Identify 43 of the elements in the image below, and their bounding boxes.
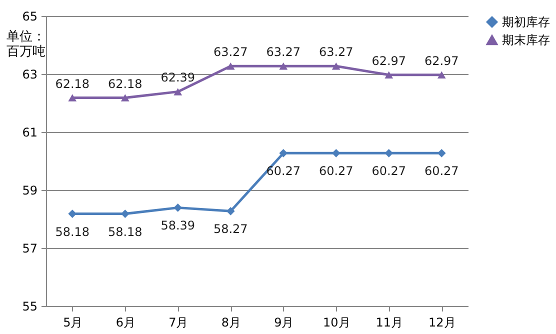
x-tick-label: 9月 [274,316,294,330]
x-tick-label: 7月 [168,316,188,330]
x-tick-label: 11月 [376,316,404,330]
legend-label: 期初库存 [502,15,550,29]
data-label: 63.27 [318,45,354,60]
point [279,62,288,70]
x-tick-label: 8月 [221,316,241,330]
data-label: 58.27 [213,222,248,236]
point [174,204,182,212]
point [68,94,77,102]
legend-label: 期末库存 [502,33,550,47]
y-axis-title: 单位：百万吨 [6,30,46,60]
data-label: 58.18 [55,224,90,239]
data-label: 62.39 [160,70,196,85]
data-label: 63.27 [213,45,248,60]
data-label: 60.27 [424,164,459,178]
point [226,62,235,70]
point [384,71,394,78]
y-tick-label: 57 [22,242,38,256]
data-label: 62.18 [55,76,90,91]
data-label: 63.27 [266,45,301,60]
point [437,71,446,78]
data-label: 60.27 [318,164,354,178]
data-label: 62.18 [108,76,142,91]
data-label: 58.39 [160,218,196,233]
x-tick-label: 5月 [63,316,83,330]
y-tick-label: 61 [22,126,38,140]
point [120,94,130,102]
point [174,88,182,96]
point [226,206,235,216]
y-tick-label: 55 [22,300,38,314]
data-label: 62.97 [424,54,459,68]
x-tick-label: 12月 [428,316,456,330]
x-tick-label: 10月 [322,316,350,330]
y-tick-label: 65 [22,10,38,24]
point [332,62,340,70]
data-label: 60.27 [266,164,301,178]
data-label: 58.18 [108,224,142,239]
x-tick-label: 6月 [116,316,136,330]
data-label: 60.27 [372,164,406,178]
y-tick-label: 59 [22,184,38,198]
y-tick-label: 63 [22,68,38,82]
data-label: 62.97 [372,54,406,68]
